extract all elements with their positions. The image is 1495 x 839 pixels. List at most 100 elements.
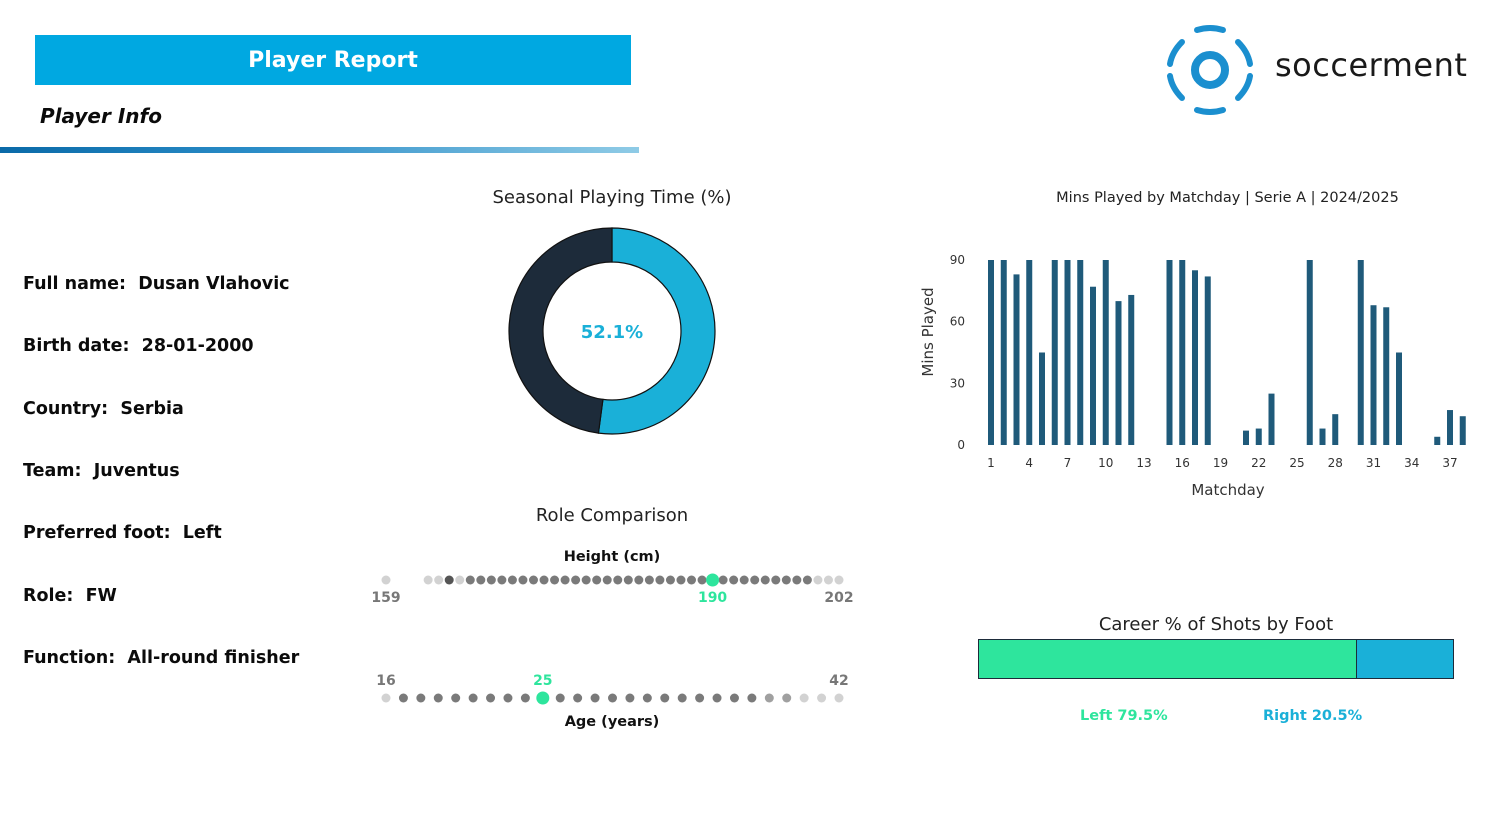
height-dot bbox=[507, 575, 517, 585]
shots-chart-title: Career % of Shots by Foot bbox=[1098, 614, 1334, 635]
bar-md-22 bbox=[1255, 428, 1262, 445]
age-axis-label: 42 bbox=[829, 673, 848, 689]
height-dot bbox=[729, 575, 739, 585]
height-dot bbox=[613, 575, 623, 585]
age-dot bbox=[747, 693, 757, 703]
age-dot bbox=[520, 693, 530, 703]
age-dot bbox=[642, 693, 652, 703]
shots-left-segment bbox=[979, 640, 1357, 678]
age-dot bbox=[590, 693, 600, 703]
bar-md-23 bbox=[1268, 393, 1275, 445]
height-dot bbox=[486, 575, 496, 585]
info-label: Team: bbox=[23, 461, 94, 481]
shots-right-segment bbox=[1356, 640, 1453, 678]
bar-md-27 bbox=[1319, 428, 1326, 445]
height-dot bbox=[634, 575, 644, 585]
x-tick-label: 25 bbox=[1289, 456, 1304, 470]
x-tick-label: 13 bbox=[1136, 456, 1151, 470]
x-tick-label: 22 bbox=[1251, 456, 1266, 470]
height-dot bbox=[571, 575, 581, 585]
role-comparison-title: Role Comparison bbox=[535, 505, 689, 526]
height-axis-label: 190 bbox=[698, 590, 727, 606]
height-player-dot bbox=[706, 573, 720, 587]
y-tick-label: 90 bbox=[950, 253, 965, 267]
bar-md-3 bbox=[1013, 274, 1020, 445]
info-label: Full name: bbox=[23, 274, 139, 294]
height-dot bbox=[802, 575, 812, 585]
bar-md-37 bbox=[1447, 410, 1453, 445]
height-dot bbox=[550, 575, 560, 585]
y-axis-label: Mins Played bbox=[919, 287, 937, 376]
x-tick-label: 1 bbox=[987, 456, 995, 470]
x-tick-label: 4 bbox=[1025, 456, 1033, 470]
y-tick-label: 30 bbox=[950, 376, 965, 390]
bar-md-15 bbox=[1166, 260, 1173, 445]
donut-slice-0 bbox=[597, 227, 716, 435]
info-row-full-name: Full name: Dusan Vlahovic bbox=[23, 274, 290, 294]
x-tick-label: 34 bbox=[1404, 456, 1419, 470]
height-dot bbox=[771, 575, 781, 585]
height-dot bbox=[518, 575, 528, 585]
x-tick-label: 37 bbox=[1442, 456, 1457, 470]
info-value: All-round finisher bbox=[127, 648, 300, 668]
height-dot bbox=[813, 575, 823, 585]
x-tick-label: 19 bbox=[1213, 456, 1228, 470]
shots-left-label: Left 79.5% bbox=[1080, 708, 1168, 724]
info-label: Country: bbox=[23, 399, 121, 419]
y-tick-label: 0 bbox=[957, 438, 965, 452]
height-dot bbox=[497, 575, 507, 585]
bar-md-8 bbox=[1077, 260, 1084, 445]
height-dot bbox=[560, 575, 570, 585]
info-label: Function: bbox=[23, 648, 128, 668]
age-dot bbox=[573, 693, 583, 703]
age-dot bbox=[416, 693, 426, 703]
x-tick-label: 16 bbox=[1175, 456, 1190, 470]
height-dot bbox=[465, 575, 475, 585]
height-dot bbox=[792, 575, 802, 585]
height-dot bbox=[581, 575, 591, 585]
mins-played-bar-chart: 0 30 60 90 1 4 7 10 13 16 19 22 25 28 31 34 37 Matchday Mi… bbox=[919, 253, 1466, 499]
info-value: Serbia bbox=[120, 399, 184, 419]
height-dot bbox=[623, 575, 633, 585]
age-dot bbox=[503, 693, 513, 703]
height-dot bbox=[602, 575, 612, 585]
y-tick-label: 60 bbox=[950, 315, 965, 329]
age-axis-label: 25 bbox=[533, 673, 552, 689]
height-dot bbox=[381, 575, 391, 585]
height-dot bbox=[834, 575, 844, 585]
height-dot bbox=[434, 575, 444, 585]
report-title: Player Report bbox=[248, 47, 418, 73]
age-dot bbox=[695, 693, 705, 703]
age-axis-label: 16 bbox=[376, 673, 395, 689]
bar-md-1 bbox=[988, 260, 994, 445]
age-dot bbox=[625, 693, 635, 703]
donut-center-label: 52.1% bbox=[581, 322, 643, 343]
soccerment-logo-icon bbox=[1160, 20, 1260, 124]
bar-md-2 bbox=[1000, 260, 1007, 445]
height-dot bbox=[423, 575, 433, 585]
bar-md-21 bbox=[1243, 430, 1249, 445]
age-dot bbox=[486, 693, 496, 703]
info-row-team: Team: Juventus bbox=[23, 461, 180, 481]
age-dot bbox=[555, 693, 565, 703]
bar-md-5 bbox=[1039, 352, 1045, 445]
age-dot bbox=[799, 693, 809, 703]
shots-by-foot-bar bbox=[978, 639, 1454, 679]
height-axis-label: 202 bbox=[824, 590, 853, 606]
info-row-country: Country: Serbia bbox=[23, 399, 184, 419]
bar-md-18 bbox=[1204, 276, 1211, 445]
age-dot bbox=[660, 693, 670, 703]
height-panel-label: Height (cm) bbox=[564, 549, 661, 565]
height-dot bbox=[665, 575, 675, 585]
bar-md-16 bbox=[1179, 260, 1186, 445]
x-axis-label: Matchday bbox=[1191, 481, 1264, 499]
header-divider bbox=[0, 147, 639, 153]
height-dot bbox=[655, 575, 665, 585]
x-tick-label: 28 bbox=[1328, 456, 1343, 470]
info-row-role: Role: FW bbox=[23, 586, 117, 606]
height-dot bbox=[739, 575, 749, 585]
bar-md-10 bbox=[1102, 260, 1109, 445]
bar-md-12 bbox=[1128, 294, 1135, 445]
playing-time-donut-chart: 52.1% bbox=[508, 227, 716, 435]
info-value: Dusan Vlahovic bbox=[138, 274, 290, 294]
